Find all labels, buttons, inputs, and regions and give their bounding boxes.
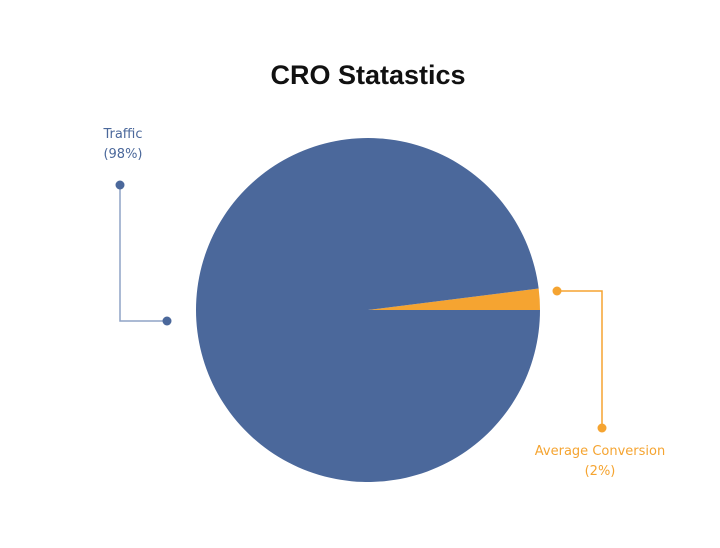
conversion-callout: Average Conversion (2%) (535, 286, 665, 479)
conversion-leader-line (557, 290, 603, 428)
pie-slice-average-conversion (368, 288, 540, 310)
conversion-leader-dot-end (597, 423, 607, 433)
traffic-leader-line (119, 185, 167, 322)
conversion-leader-dot-start (552, 286, 562, 296)
pie-slices (196, 137, 540, 482)
traffic-label: Traffic (102, 127, 142, 142)
conversion-label: Average Conversion (535, 444, 665, 459)
traffic-value-label: (98%) (103, 147, 142, 162)
traffic-leader-dot-top (115, 180, 125, 190)
pie-slice-traffic (196, 137, 540, 482)
chart-title: CRO Statastics (270, 60, 465, 90)
traffic-leader-dot-end (162, 316, 172, 326)
conversion-value-label: (2%) (585, 464, 616, 479)
traffic-callout: Traffic (98%) (102, 127, 172, 326)
